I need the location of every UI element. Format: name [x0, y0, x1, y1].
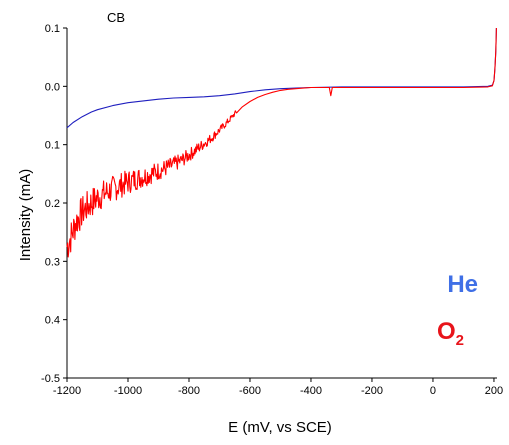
x-tick-label: -800	[178, 385, 200, 397]
series-line-o2	[66, 27, 497, 258]
x-axis-title: E (mV, vs SCE)	[228, 419, 332, 436]
y-tick-label: 0.1	[45, 140, 60, 152]
panel-label: CB	[107, 10, 125, 25]
y-tick-label: 0.1	[45, 23, 60, 35]
y-tick-label: -0.5	[41, 373, 60, 385]
y-tick-label: 0.3	[45, 256, 60, 268]
x-tick-label: -600	[239, 385, 261, 397]
x-tick-label: -200	[361, 385, 383, 397]
y-tick-label: 0.4	[45, 315, 60, 327]
x-tick-label: 0	[430, 385, 436, 397]
x-tick-label: -1200	[53, 385, 81, 397]
legend: He O2	[437, 271, 478, 349]
y-tick-label: 0.2	[45, 198, 60, 210]
x-tick-label: -400	[300, 385, 322, 397]
chart-axes	[66, 28, 497, 379]
x-tick-label: 200	[485, 385, 503, 397]
legend-o2-sub: 2	[456, 332, 464, 349]
y-axis-title: Intensity (mA)	[17, 169, 34, 262]
legend-o2-main: O	[437, 318, 456, 345]
y-tick-label: 0.0	[45, 81, 60, 93]
x-tick-label: -1000	[114, 385, 142, 397]
legend-he: He	[447, 271, 478, 298]
series-line-he	[66, 27, 497, 129]
chart-series	[66, 27, 497, 258]
chart-ticks: -1200 -1000 -800 -600 -400 -200 0 200 0.1 0.0 0.1 0…	[41, 23, 503, 397]
legend-o2: O2	[437, 318, 464, 349]
